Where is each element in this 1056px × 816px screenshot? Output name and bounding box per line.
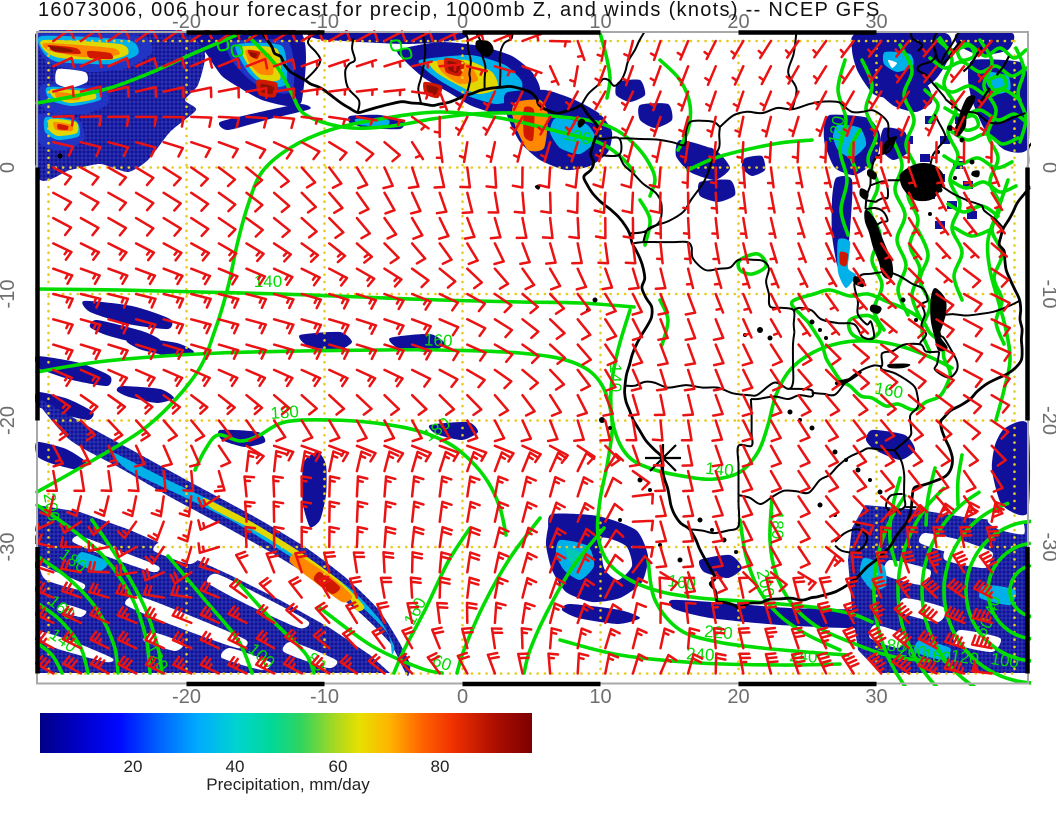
svg-text:10: 10 [589, 686, 611, 708]
svg-text:0: 0 [457, 11, 468, 33]
svg-text:-20: -20 [1038, 406, 1056, 435]
svg-text:80: 80 [431, 757, 450, 776]
svg-text:20: 20 [727, 11, 749, 33]
svg-text:20: 20 [124, 757, 143, 776]
svg-text:40: 40 [226, 757, 245, 776]
svg-text:140: 140 [606, 364, 625, 392]
svg-text:140: 140 [705, 459, 735, 480]
svg-text:0: 0 [457, 686, 468, 708]
svg-text:-20: -20 [172, 11, 201, 33]
svg-text:-20: -20 [172, 686, 201, 708]
svg-text:-10: -10 [310, 686, 339, 708]
svg-text:60: 60 [329, 757, 348, 776]
svg-text:-20: -20 [0, 406, 19, 435]
svg-text:20: 20 [727, 686, 749, 708]
svg-text:-10: -10 [310, 11, 339, 33]
svg-text:0: 0 [0, 162, 19, 173]
svg-text:30: 30 [865, 686, 887, 708]
svg-text:-10: -10 [0, 280, 19, 309]
svg-text:10: 10 [589, 11, 611, 33]
svg-text:30: 30 [865, 11, 887, 33]
svg-text:0: 0 [1038, 162, 1056, 173]
svg-text:100: 100 [989, 649, 1020, 672]
svg-text:-10: -10 [1038, 280, 1056, 309]
svg-text:16073006, 006 hour forecast fo: 16073006, 006 hour forecast for precip, … [38, 0, 881, 21]
svg-text:-30: -30 [0, 533, 19, 562]
svg-text:40: 40 [981, 594, 1004, 617]
svg-text:Precipitation, mm/day: Precipitation, mm/day [206, 775, 370, 794]
svg-text:-30: -30 [1038, 533, 1056, 562]
svg-text:120: 120 [825, 114, 849, 145]
